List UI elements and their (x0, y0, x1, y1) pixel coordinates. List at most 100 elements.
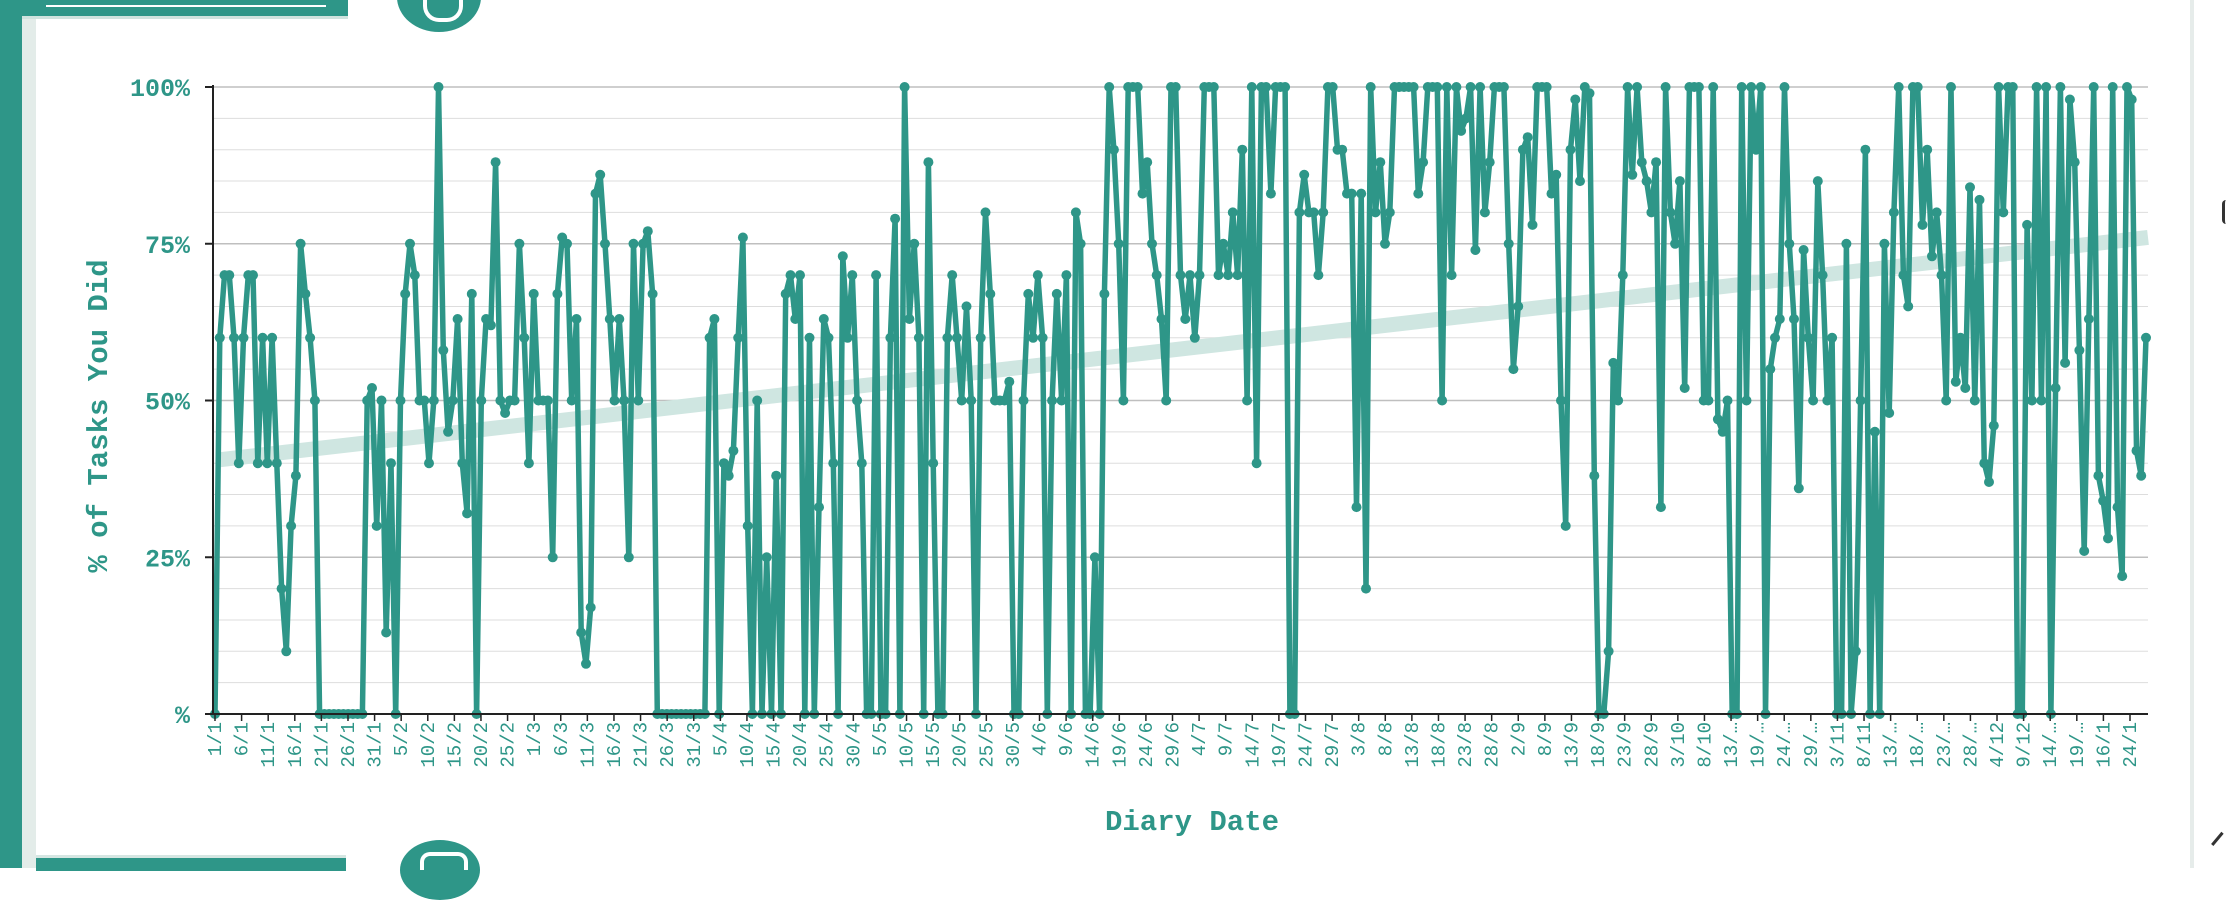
data-point (2083, 314, 2094, 324)
data-point (2069, 157, 2080, 168)
data-point (1703, 395, 1714, 406)
data-point (1156, 314, 1167, 324)
data-point (1232, 270, 1243, 281)
data-point (642, 226, 653, 237)
data-point (1047, 395, 1058, 406)
data-point (1280, 82, 1291, 92)
data-point (1294, 207, 1305, 218)
x-tick-label: 10/2 (418, 722, 440, 768)
data-point (1893, 82, 1904, 92)
x-tick-label: 31/1 (365, 722, 387, 768)
data-point (1950, 376, 1961, 387)
data-point (614, 314, 625, 324)
data-point (500, 408, 511, 418)
data-point (1161, 395, 1172, 406)
data-point (1679, 383, 1690, 393)
data-point (1237, 144, 1248, 155)
data-point (1151, 270, 1162, 281)
data-point (305, 332, 316, 343)
data-point (1251, 458, 1262, 469)
data-point (571, 314, 582, 324)
x-tick-label: 4/12 (1987, 722, 2009, 768)
data-point (2136, 470, 2147, 481)
data-point (562, 238, 572, 249)
data-point (1056, 395, 1067, 406)
data-point (1632, 82, 1643, 92)
x-tick-label: 16/1 (2093, 722, 2115, 768)
data-point (1023, 288, 1034, 299)
data-point (1717, 426, 1728, 437)
data-point (257, 332, 268, 343)
data-point (457, 458, 468, 469)
data-point (1770, 332, 1780, 343)
data-point (1931, 207, 1942, 218)
x-tick-label: 3/11 (1827, 722, 1849, 768)
data-point (890, 213, 901, 224)
data-point (1646, 207, 1657, 218)
data-point (362, 395, 373, 406)
data-point (1108, 144, 1119, 155)
data-point (409, 270, 420, 281)
data-point (276, 583, 287, 594)
data-point (248, 270, 258, 281)
data-point (2031, 82, 2042, 92)
top-tab[interactable] (22, 0, 348, 19)
data-point (495, 395, 506, 406)
data-point (1299, 169, 1310, 180)
data-point (1850, 646, 1861, 657)
data-point (590, 188, 601, 199)
x-axis-ticks: 1/1 6/1 11/1 16/1 21/1 26/1 31/1 5/2 10/2 15/2 20/… (205, 714, 2142, 768)
data-point (2064, 94, 2075, 105)
data-point (980, 207, 991, 218)
x-tick-label: 18/… (1907, 722, 1929, 768)
data-point (1736, 82, 1747, 92)
data-point (1246, 82, 1257, 92)
data-point (1441, 82, 1452, 92)
data-point (1969, 395, 1980, 406)
data-point (376, 395, 387, 406)
data-point (438, 345, 449, 356)
x-tick-label: 9/12 (2014, 722, 2036, 768)
x-tick-label: 19/… (1748, 722, 1770, 768)
data-point (1479, 207, 1490, 218)
data-point (528, 288, 539, 299)
data-point (1898, 270, 1909, 281)
x-tick-label: 29/… (1801, 722, 1823, 768)
data-point (885, 332, 896, 343)
data-point (956, 395, 967, 406)
data-point (975, 332, 986, 343)
data-point (309, 395, 320, 406)
data-point (433, 82, 444, 92)
data-point (761, 552, 772, 563)
data-point (619, 395, 629, 406)
data-point (1028, 332, 1039, 343)
data-point (395, 395, 406, 406)
data-point (252, 458, 263, 469)
x-tick-label: 23/8 (1455, 722, 1477, 768)
x-tick-label: 21/3 (631, 722, 653, 768)
data-point (852, 395, 863, 406)
x-tick-label: 1/3 (524, 722, 546, 756)
x-tick-label: 9/7 (1216, 722, 1238, 756)
data-point (1175, 270, 1186, 281)
data-point (229, 332, 239, 343)
data-point (790, 314, 801, 324)
x-tick-label: 15/2 (444, 722, 466, 768)
data-point (595, 169, 606, 180)
data-point (2022, 219, 2033, 230)
data-point (904, 314, 915, 324)
data-point (1722, 395, 1733, 406)
data-point (233, 458, 244, 469)
data-point (1608, 357, 1619, 368)
x-tick-label: 3/10 (1668, 722, 1690, 768)
data-point (281, 646, 292, 657)
data-point (1765, 364, 1776, 375)
data-point (1565, 144, 1576, 155)
data-point (1627, 169, 1638, 180)
data-point (909, 238, 920, 249)
bottom-tab[interactable] (36, 855, 346, 871)
data-point (818, 314, 829, 324)
data-point (709, 314, 720, 324)
data-point (300, 288, 311, 299)
x-tick-label: 15/4 (764, 722, 786, 768)
